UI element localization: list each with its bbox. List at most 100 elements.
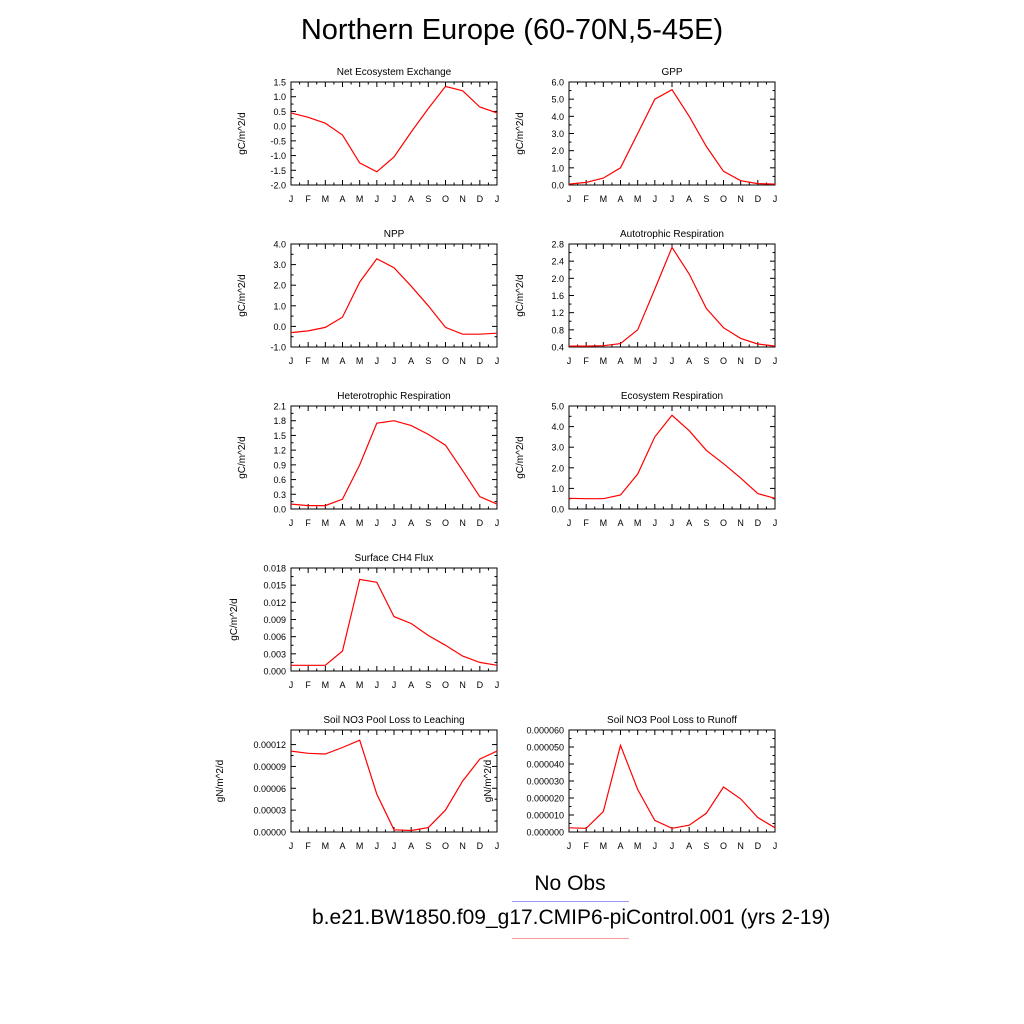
series-line	[569, 246, 776, 347]
y-axis-label: gC/m^2/d	[229, 598, 240, 641]
x-tick-label: F	[305, 194, 311, 204]
x-tick-label: J	[392, 194, 397, 204]
x-tick-label: A	[408, 680, 414, 690]
x-tick-label: J	[289, 680, 294, 690]
x-tick-label: A	[686, 356, 692, 366]
x-tick-label: N	[737, 194, 744, 204]
y-tick-label: -1.5	[270, 166, 286, 176]
y-tick-label: 0.0	[273, 122, 286, 132]
x-tick-label: J	[495, 841, 500, 851]
x-tick-label: D	[477, 356, 484, 366]
y-tick-label: 0.000030	[526, 777, 564, 787]
x-tick-label: J	[773, 518, 778, 528]
x-tick-label: M	[356, 841, 364, 851]
x-tick-label: M	[634, 356, 642, 366]
x-tick-label: J	[495, 518, 500, 528]
x-tick-label: J	[670, 356, 675, 366]
x-tick-label: S	[425, 194, 431, 204]
legend-label-run: b.e21.BW1850.f09_g17.CMIP6-piControl.001…	[312, 906, 831, 929]
x-tick-label: J	[375, 680, 380, 690]
y-tick-label: 0.000020	[526, 794, 564, 804]
x-tick-label: A	[339, 518, 345, 528]
x-tick-label: F	[305, 680, 311, 690]
plot-frame	[290, 567, 498, 672]
y-tick-label: -2.0	[270, 181, 286, 191]
x-tick-label: J	[567, 356, 572, 366]
y-tick-label: 0.6	[273, 475, 286, 485]
y-tick-label: 1.6	[551, 291, 564, 301]
y-tick-label: 0.4	[551, 343, 564, 353]
x-tick-label: M	[600, 841, 608, 851]
y-axis-label: gC/m^2/d	[237, 112, 248, 155]
x-tick-label: S	[703, 356, 709, 366]
x-tick-label: M	[634, 841, 642, 851]
x-tick-label: M	[634, 194, 642, 204]
y-tick-label: 0.00006	[253, 784, 286, 794]
x-tick-label: O	[720, 194, 727, 204]
x-tick-label: J	[567, 194, 572, 204]
x-tick-label: J	[495, 194, 500, 204]
x-tick-label: J	[773, 356, 778, 366]
plot-frame	[290, 405, 498, 510]
y-tick-label: 3.0	[551, 443, 564, 453]
x-tick-label: F	[583, 841, 589, 851]
x-tick-label: M	[322, 194, 330, 204]
x-tick-label: M	[322, 356, 330, 366]
x-tick-label: F	[305, 518, 311, 528]
x-tick-label: F	[583, 194, 589, 204]
y-tick-label: 4.0	[551, 422, 564, 432]
plot-frame	[290, 81, 498, 186]
x-tick-label: J	[653, 356, 658, 366]
x-tick-label: S	[425, 356, 431, 366]
legend-label-obs: No Obs	[534, 872, 606, 895]
x-tick-label: A	[686, 194, 692, 204]
y-tick-label: 4.0	[273, 240, 286, 250]
y-tick-label: -1.0	[270, 151, 286, 161]
plot-frame	[568, 243, 776, 348]
x-tick-label: J	[495, 356, 500, 366]
y-tick-label: 1.2	[551, 308, 564, 318]
x-tick-label: J	[670, 841, 675, 851]
panel-title: GPP	[661, 67, 682, 78]
x-tick-label: S	[703, 841, 709, 851]
plot-frame	[568, 405, 776, 510]
y-tick-label: 3.0	[551, 129, 564, 139]
y-tick-label: 0.000050	[526, 743, 564, 753]
x-tick-label: N	[737, 841, 744, 851]
x-tick-label: J	[392, 356, 397, 366]
x-tick-label: S	[425, 518, 431, 528]
x-tick-label: M	[356, 194, 364, 204]
y-tick-label: 1.0	[551, 163, 564, 173]
x-tick-label: J	[392, 680, 397, 690]
x-tick-label: J	[375, 194, 380, 204]
y-tick-label: 0.0	[551, 181, 564, 191]
x-tick-label: J	[773, 194, 778, 204]
y-tick-label: 1.5	[273, 78, 286, 88]
y-tick-label: 2.0	[273, 281, 286, 291]
y-tick-label: 0.009	[263, 615, 286, 625]
y-axis-label: gN/m^2/d	[483, 760, 494, 803]
y-tick-label: 2.8	[551, 240, 564, 250]
x-tick-label: N	[459, 356, 466, 366]
x-tick-label: D	[755, 356, 762, 366]
y-tick-label: 0.00003	[253, 806, 286, 816]
x-tick-label: J	[495, 680, 500, 690]
y-tick-label: 0.00009	[253, 762, 286, 772]
x-tick-label: J	[670, 194, 675, 204]
x-tick-label: A	[339, 841, 345, 851]
x-tick-label: D	[755, 518, 762, 528]
x-tick-label: D	[477, 680, 484, 690]
x-tick-label: J	[289, 841, 294, 851]
x-tick-label: J	[289, 356, 294, 366]
x-tick-label: S	[703, 518, 709, 528]
panel-title: Soil NO3 Pool Loss to Runoff	[607, 715, 737, 726]
panel-title: Heterotrophic Respiration	[337, 391, 450, 402]
x-tick-label: S	[425, 680, 431, 690]
x-tick-label: A	[686, 841, 692, 851]
series-line	[568, 88, 776, 185]
